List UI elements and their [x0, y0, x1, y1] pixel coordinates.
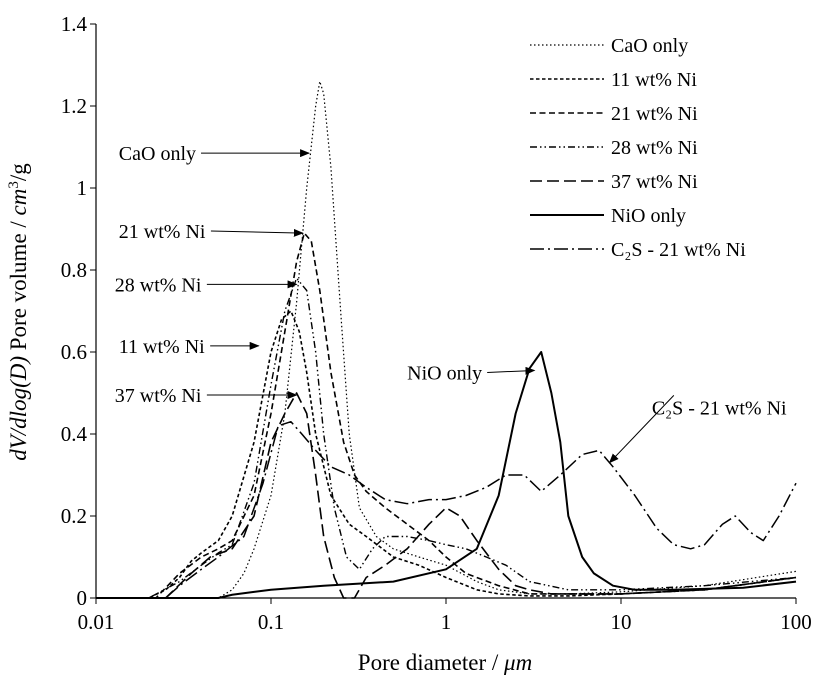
- annotation-arrow: [487, 366, 536, 375]
- x-tick-label: 0.1: [258, 610, 284, 634]
- legend: CaO only 11 wt% Ni 21 wt% Ni 28 wt% Ni 37 wt…: [530, 35, 746, 261]
- y-tick-label: 1.2: [61, 94, 87, 118]
- y-tick-label: 0.2: [61, 504, 87, 528]
- series-line: [96, 80, 797, 599]
- x-tick-label: 100: [780, 610, 812, 634]
- legend-label: NiO only: [611, 205, 686, 227]
- legend-label: 37 wt% Ni: [611, 171, 698, 193]
- annotation-label: 11 wt% Ni: [119, 336, 205, 358]
- y-tick-label: 0.4: [61, 422, 88, 446]
- y-axis-title-sup: 3: [6, 181, 22, 189]
- x-tick-label: 10: [611, 610, 632, 634]
- x-tick-label: 1: [441, 610, 452, 634]
- annotation-arrow: [608, 395, 675, 464]
- x-axis-title: Pore diameter / μm: [358, 650, 532, 675]
- y-tick-label: 0.8: [61, 258, 87, 282]
- y-axis-title: dV/dlog(D) Pore volume / cm3/g: [6, 163, 31, 461]
- annotation-label: 37 wt% Ni: [115, 385, 202, 407]
- annotation-label: 28 wt% Ni: [115, 274, 202, 296]
- annotation-label: NiO only: [407, 363, 482, 385]
- legend-label: 21 wt% Ni: [611, 103, 698, 125]
- y-axis-title-main: dV/dlog(D): [6, 356, 31, 461]
- legend-label: 11 wt% Ni: [611, 69, 697, 91]
- y-axis-title-tail: /g: [6, 163, 31, 181]
- series-line: [96, 310, 797, 599]
- y-tick-label: 1: [77, 176, 88, 200]
- y-tick-label: 0.6: [61, 340, 87, 364]
- x-axis-title-unit: μm: [503, 650, 532, 675]
- annotations: CaO only 21 wt% Ni 28 wt% Ni 11 wt% Ni 37 wt…: [115, 143, 787, 464]
- series-line: [96, 277, 797, 599]
- series-line: [96, 232, 797, 599]
- series-line: [96, 420, 797, 599]
- x-tick-label: 0.01: [78, 610, 115, 634]
- series-line: [96, 392, 797, 599]
- y-tick-label: 0: [77, 586, 88, 610]
- annotation-label: 21 wt% Ni: [119, 221, 206, 243]
- y-tick-label: 1.4: [61, 12, 88, 36]
- legend-label: CaO only: [611, 35, 688, 57]
- y-axis-title-unit: cm: [6, 189, 31, 216]
- annotation-arrow: [210, 228, 304, 237]
- y-axis-title-mid: Pore volume /: [6, 215, 31, 356]
- annotation-label: CaO only: [119, 143, 196, 165]
- annotation-label: C₂S - 21 wt% Ni: [652, 397, 787, 419]
- legend-label: C₂S - 21 wt% Ni: [611, 239, 746, 261]
- axes: 0 0.2 0.4 0.6 0.8 1 1.2 1.4 0.01 0.1 1 10 100: [61, 12, 812, 634]
- legend-label: 28 wt% Ni: [611, 137, 698, 159]
- x-axis-title-text: Pore diameter /: [358, 650, 504, 675]
